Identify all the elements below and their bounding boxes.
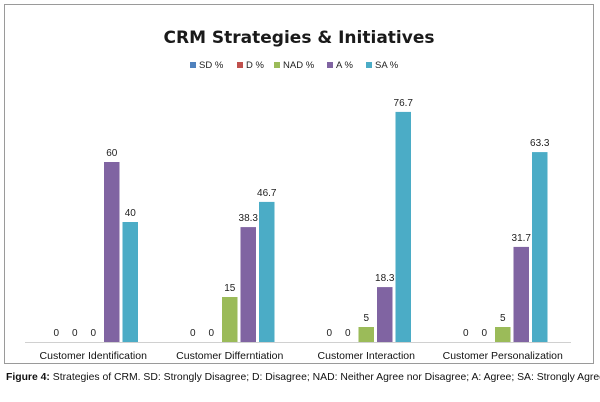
bar	[240, 227, 256, 342]
data-label: 0	[463, 328, 469, 339]
legend-swatch	[327, 62, 333, 68]
data-label: 60	[106, 148, 118, 159]
legend-swatch	[274, 62, 280, 68]
legend-item: D %	[237, 60, 265, 71]
data-label: 0	[481, 328, 487, 339]
data-label: 0	[90, 328, 96, 339]
data-label: 5	[500, 313, 506, 324]
data-label: 0	[53, 328, 59, 339]
figure-caption: Figure 4: Strategies of CRM. SD: Strongl…	[6, 372, 600, 383]
legend-item: NAD %	[274, 60, 315, 71]
bar	[495, 327, 511, 342]
legend-swatch	[237, 62, 243, 68]
data-label: 40	[125, 208, 137, 219]
legend-label: SD %	[199, 60, 224, 71]
category-label: Customer Identification	[40, 350, 148, 362]
data-label: 0	[208, 328, 214, 339]
legend-item: A %	[327, 60, 353, 71]
bar	[395, 111, 411, 343]
bar	[222, 297, 238, 342]
data-label: 31.7	[512, 233, 532, 244]
data-label: 63.3	[530, 138, 550, 149]
caption-label: Figure 4:	[6, 372, 50, 383]
data-label: 38.3	[239, 213, 259, 224]
chart-frame: CRM Strategies & Initiatives SD % D % NAD …	[4, 4, 594, 364]
bar	[377, 287, 393, 342]
legend-item: SD %	[190, 60, 224, 71]
legend-item: SA %	[366, 60, 399, 71]
bar	[513, 246, 529, 342]
data-label: 0	[326, 328, 332, 339]
chart-title: CRM Strategies & Initiatives	[164, 28, 435, 48]
bar	[358, 327, 374, 342]
data-label: 18.3	[375, 273, 395, 284]
category-label: Customer Differntiation	[176, 350, 283, 362]
bar-chart: CRM Strategies & Initiatives SD % D % NAD …	[25, 28, 571, 362]
legend-swatch	[366, 62, 372, 68]
bar	[104, 162, 120, 342]
category-label: Customer Personalization	[443, 350, 563, 362]
data-label: 46.7	[257, 188, 277, 199]
data-label: 5	[363, 313, 369, 324]
legend-label: D %	[246, 60, 265, 71]
legend-label: A %	[336, 60, 353, 71]
caption-text: Strategies of CRM. SD: Strongly Disagree…	[49, 372, 600, 383]
legend-label: SA %	[375, 60, 399, 71]
data-label: 76.7	[394, 98, 414, 109]
bar	[122, 222, 138, 342]
bar	[259, 201, 275, 342]
data-label: 0	[72, 328, 78, 339]
data-label: 15	[224, 283, 236, 294]
data-label: 0	[190, 328, 196, 339]
category-label: Customer Interaction	[318, 350, 416, 362]
plot-area: 0 0 0 60 40 Customer Identification 0 0 15 38.3 46…	[25, 98, 571, 362]
chart-legend: SD % D % NAD % A % SA %	[190, 60, 399, 71]
legend-label: NAD %	[283, 60, 315, 71]
legend-swatch	[190, 62, 196, 68]
bar	[532, 152, 548, 342]
data-label: 0	[345, 328, 351, 339]
